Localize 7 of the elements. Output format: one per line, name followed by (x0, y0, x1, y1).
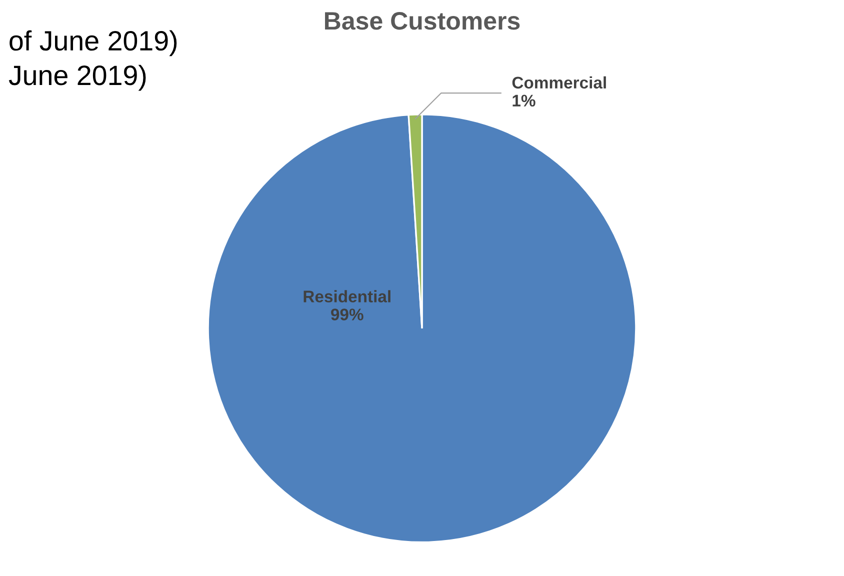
data-label: 99% (331, 308, 364, 320)
slice-label: Commercial (512, 76, 606, 89)
text: June 2019) (8, 64, 146, 91)
text: of June 2019) (10, 30, 177, 56)
data-label: 1% (512, 94, 536, 106)
chart-title: Base Customers (325, 12, 520, 30)
slice-label: Residential (304, 290, 390, 302)
